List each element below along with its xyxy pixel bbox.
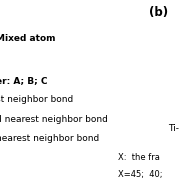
Text: er: A; B; C: er: A; B; C: [0, 76, 48, 85]
Text: Ti-: Ti-: [168, 124, 179, 133]
Text: X=45;  40;: X=45; 40;: [118, 170, 163, 179]
Text: st neighbor bond: st neighbor bond: [0, 96, 73, 104]
Text: (b): (b): [149, 6, 168, 19]
Text: nearest neighbor bond: nearest neighbor bond: [0, 134, 100, 143]
Text: X:  the fra: X: the fra: [118, 153, 160, 162]
Text: d nearest neighbor bond: d nearest neighbor bond: [0, 115, 108, 124]
Text: Mixed atom: Mixed atom: [0, 34, 56, 43]
